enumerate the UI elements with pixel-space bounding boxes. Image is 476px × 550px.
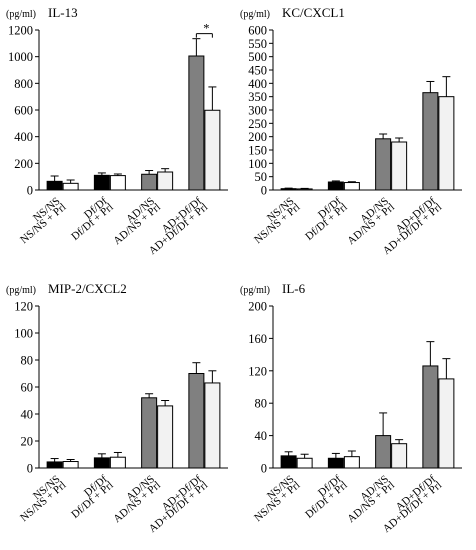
bar: [204, 109, 221, 191]
bar: [109, 456, 126, 469]
y-tick-label: 120: [14, 300, 33, 314]
y-tick-label: 150: [248, 144, 267, 158]
y-tick-label: 800: [14, 77, 33, 91]
y-tick-label: 100: [248, 157, 267, 171]
bar: [296, 457, 313, 469]
y-tick-label: 0: [27, 462, 33, 476]
y-tick-label: 40: [255, 429, 268, 443]
bar: [327, 181, 344, 191]
y-tick-label: 0: [27, 184, 33, 198]
y-tick-label: 60: [21, 381, 34, 395]
y-tick-label: 200: [248, 130, 267, 144]
bar: [438, 96, 455, 191]
y-tick-label: 200: [14, 157, 33, 171]
chart-title: IL-6: [282, 281, 306, 296]
bar: [438, 378, 455, 469]
y-tick-label: 1200: [8, 24, 33, 38]
unit-label: (pg/ml): [240, 285, 270, 296]
y-tick-label: 1000: [8, 50, 33, 64]
bar: [93, 457, 110, 469]
bar: [141, 397, 158, 469]
y-tick-label: 450: [248, 64, 267, 78]
bar: [157, 171, 174, 191]
bar: [422, 92, 439, 191]
bar: [204, 382, 221, 469]
bar: [375, 138, 392, 191]
chart-title: KC/CXCL1: [282, 5, 345, 20]
chart-title: IL-13: [48, 5, 78, 20]
unit-label: (pg/ml): [6, 9, 36, 20]
y-tick-label: 550: [248, 37, 267, 51]
bar: [46, 180, 63, 191]
y-tick-label: 300: [248, 104, 267, 118]
y-tick-label: 50: [255, 170, 268, 184]
bar: [391, 141, 408, 191]
y-tick-label: 80: [255, 397, 268, 411]
chart-panel-0: (pg/ml) IL-13020040060080010001200NS/NSNS…: [6, 5, 228, 257]
bar: [280, 188, 297, 191]
bar: [46, 461, 63, 469]
bar: [62, 461, 79, 469]
y-tick-label: 350: [248, 90, 267, 104]
bar: [343, 456, 360, 469]
chart-title: MIP-2/CXCL2: [48, 281, 127, 296]
bar: [343, 182, 360, 191]
bar: [375, 435, 392, 469]
bar: [327, 457, 344, 469]
y-tick-label: 500: [248, 50, 267, 64]
bar: [391, 443, 408, 469]
bar: [157, 405, 174, 469]
y-tick-label: 40: [21, 408, 34, 422]
bar: [296, 188, 313, 191]
y-tick-label: 0: [261, 462, 267, 476]
bar: [188, 373, 205, 469]
y-tick-label: 400: [248, 77, 267, 91]
bar: [62, 182, 79, 191]
bar: [422, 365, 439, 469]
significance-marker: *: [203, 22, 209, 36]
unit-label: (pg/ml): [240, 9, 270, 20]
chart-panel-2: (pg/ml) MIP-2/CXCL2020406080100120NS/NSNS…: [6, 281, 228, 535]
y-tick-label: 0: [261, 184, 267, 198]
bar: [280, 455, 297, 469]
y-tick-label: 600: [248, 24, 267, 38]
y-tick-label: 120: [248, 364, 267, 378]
y-tick-label: 160: [248, 332, 267, 346]
y-tick-label: 20: [21, 435, 34, 449]
unit-label: (pg/ml): [6, 285, 36, 296]
y-tick-label: 400: [14, 130, 33, 144]
bar: [109, 175, 126, 191]
bar: [188, 55, 205, 191]
y-tick-label: 100: [14, 327, 33, 341]
y-tick-label: 600: [14, 104, 33, 118]
bar: [93, 174, 110, 191]
y-tick-label: 80: [21, 354, 34, 368]
y-tick-label: 250: [248, 117, 267, 131]
chart-panel-1: (pg/ml) KC/CXCL1 0501001502002503003504004…: [240, 5, 462, 257]
y-tick-label: 200: [248, 300, 267, 314]
bar: [141, 173, 158, 191]
